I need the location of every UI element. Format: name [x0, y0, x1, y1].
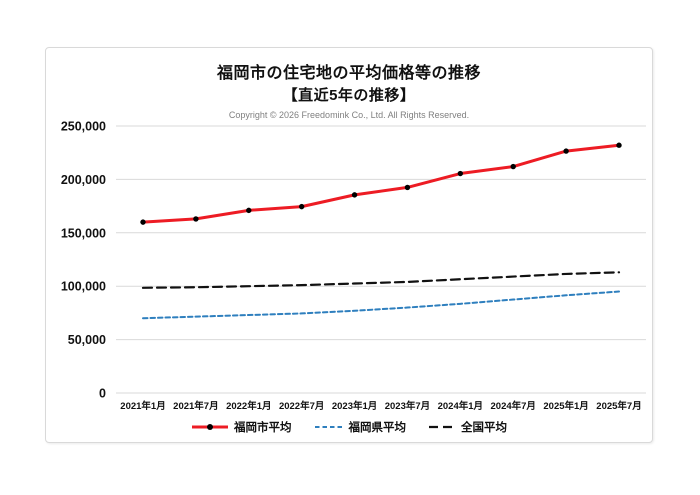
chart-subtitle: 【直近5年の推移】 — [282, 87, 416, 104]
y-axis-tick-label: 150,000 — [61, 226, 106, 240]
x-axis-tick-label: 2022年7月 — [279, 400, 324, 412]
y-axis-tick-label: 250,000 — [61, 120, 106, 134]
copyright-text: Copyright © 2026 Freedomink Co., Ltd. Al… — [228, 110, 470, 120]
legend-line-sample-long-dash — [429, 425, 455, 429]
x-axis-tick-label: 2025年1月 — [543, 400, 588, 412]
legend-line-sample-solid — [192, 424, 228, 430]
series-line — [141, 143, 621, 224]
series-line — [141, 271, 621, 289]
data-point-marker — [616, 142, 622, 148]
data-point-marker — [404, 184, 411, 191]
x-axis-tick-label: 2022年1月 — [226, 400, 271, 412]
legend-line-sample-short-dash — [314, 426, 343, 428]
legend-label: 福岡市平均 — [234, 422, 292, 434]
x-axis-tick-label: 2024年7月 — [491, 400, 536, 412]
x-axis-tick-label: 2023年7月 — [385, 400, 430, 412]
x-axis-tick-label: 2023年1月 — [332, 400, 377, 412]
x-axis-tick-label: 2021年7月 — [173, 400, 218, 412]
x-axis-tick-label: 2024年1月 — [438, 400, 483, 412]
chart-legend: 福岡市平均 福岡県平均 全国平均 — [46, 419, 652, 435]
data-point-marker — [563, 148, 569, 154]
legend-item-fukuoka-city: 福岡市平均 — [191, 419, 292, 435]
data-point-marker — [298, 203, 305, 210]
legend-item-national: 全国平均 — [428, 419, 507, 435]
legend-item-fukuoka-pref: 福岡県平均 — [314, 419, 407, 435]
y-axis-tick-label: 0 — [99, 387, 106, 401]
x-axis-tick-label: 2021年1月 — [120, 400, 165, 412]
y-axis-tick-label: 50,000 — [68, 333, 106, 347]
series-line — [142, 290, 620, 320]
legend-label: 福岡県平均 — [348, 422, 407, 434]
chart-card: 福岡市の住宅地の平均価格等の推移 【直近5年の推移】 Copyright © 2… — [45, 47, 653, 443]
data-point-marker — [457, 170, 464, 177]
legend-label: 全国平均 — [461, 422, 507, 434]
x-axis-tick-label: 2025年7月 — [596, 400, 641, 412]
y-axis-tick-label: 100,000 — [61, 280, 106, 294]
data-point-marker — [246, 207, 252, 214]
data-point-marker — [351, 192, 358, 198]
data-point-marker — [510, 163, 516, 170]
line-chart: 0 50,000 100,000 150,000 200,000 250,000 2021年… — [61, 120, 646, 412]
data-point-marker — [193, 216, 199, 222]
data-point-marker — [140, 219, 146, 225]
y-axis-tick-label: 200,000 — [61, 173, 106, 187]
chart-title: 福岡市の住宅地の平均価格等の推移 — [216, 65, 481, 82]
